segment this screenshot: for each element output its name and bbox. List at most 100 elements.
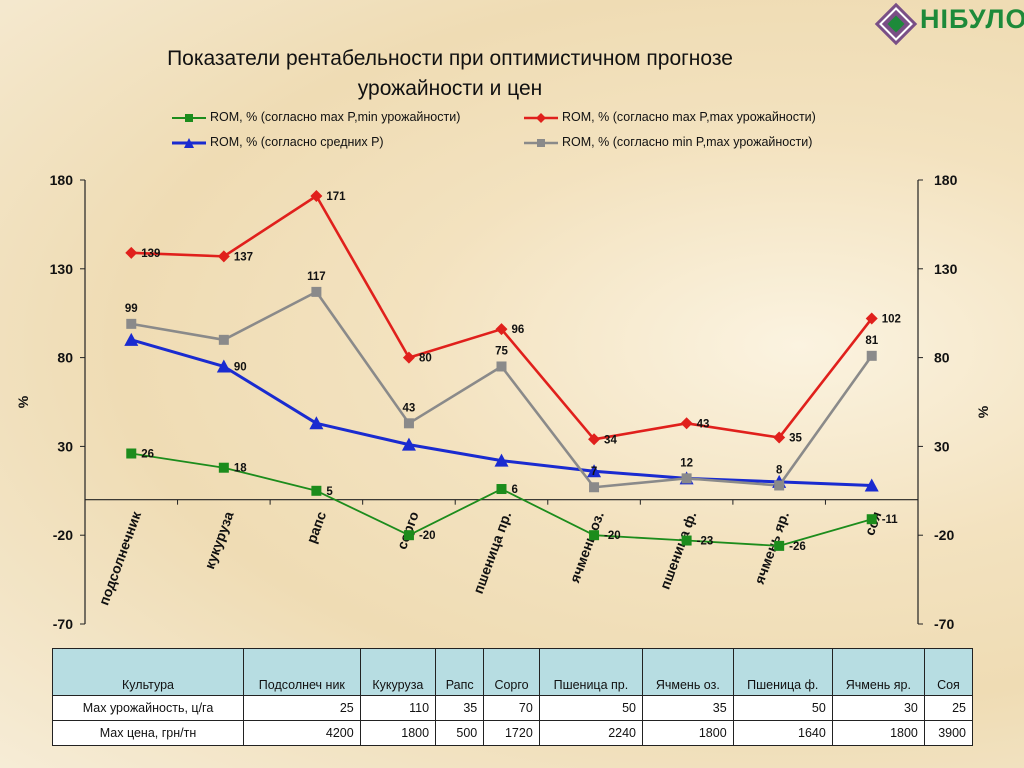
series-4-point: [126, 318, 137, 329]
series-1-data-label: -23: [697, 536, 714, 548]
series-2-data-label: 96: [512, 324, 525, 336]
x-category-label: ячмень яр.: [751, 509, 792, 586]
table-cell: 35: [435, 695, 485, 721]
series-4-point: [681, 473, 692, 484]
series-4-point: [218, 334, 229, 345]
y-axis-label-right: %: [975, 405, 991, 418]
table-cell: 50: [732, 695, 833, 721]
table-header-cell: Сорго: [483, 648, 540, 696]
table-header-cell: Ячмень яр.: [831, 648, 925, 696]
x-category-label: пшеница пр.: [470, 509, 515, 596]
table-cell: 1640: [732, 720, 833, 746]
series-line-2: [131, 194, 873, 441]
series-1-data-label: -20: [419, 530, 436, 542]
chart-title: Показатели рентабельности при оптимистич…: [130, 44, 770, 104]
series-2-point: [865, 312, 878, 325]
series-1-data-label: 26: [141, 449, 154, 461]
legend-item-series-3: ROM, % (согласно средних P): [172, 135, 384, 149]
table-cell: 50: [538, 695, 644, 721]
legend-item-series-2: ROM, % (согласно max P,max урожайности): [524, 110, 816, 124]
y-tick-label-right: 180: [934, 172, 958, 188]
chart-title-line2: урожайности и цен: [357, 77, 543, 100]
nibulon-logo-icon: [874, 2, 918, 46]
series-2-point: [402, 351, 415, 364]
series-4-point: [589, 482, 600, 493]
series-2-data-label: 35: [789, 433, 802, 445]
legend-item-series-4: ROM, % (согласно min P,max урожайности): [524, 135, 812, 149]
series-3-point: [401, 437, 416, 451]
series-3-point: [494, 453, 509, 467]
series-3-point: [124, 332, 139, 346]
series-1-point: [774, 540, 785, 551]
series-4-data-label: 75: [495, 345, 508, 357]
table-cell: 4200: [243, 720, 361, 746]
series-2-point: [217, 250, 230, 263]
series-1-point: [311, 485, 322, 496]
x-category-label: рапс: [303, 509, 329, 545]
table-header-crop: Культура: [52, 648, 244, 696]
series-1-point: [589, 530, 600, 541]
series-2-point: [310, 189, 323, 202]
series-2-data-label: 43: [697, 418, 710, 430]
chart-title-line1: Показатели рентабельности при оптимистич…: [167, 47, 733, 70]
series-1-point: [681, 535, 692, 546]
series-4-data-label: 117: [307, 271, 326, 283]
series-2-point: [680, 417, 693, 430]
series-3-point: [864, 478, 879, 492]
table-header-cell: Рапс: [435, 648, 485, 696]
table-cell: 1800: [831, 720, 925, 746]
series-1-data-label: 18: [234, 463, 247, 475]
series-2-data-label: 102: [882, 314, 901, 326]
series-4-data-label: 12: [680, 457, 693, 469]
y-tick-label-right: 80: [934, 350, 950, 366]
x-category-label: пшеница ф.: [656, 509, 699, 591]
table-row-label: Мах урожайность, ц/га: [52, 695, 244, 721]
series-1-point: [496, 484, 507, 495]
series-1-data-label: 6: [512, 484, 518, 496]
series-2-point: [588, 433, 601, 446]
series-4-data-label: 8: [776, 464, 783, 476]
legend-label-series-2: ROM, % (согласно max P,max урожайности): [562, 110, 816, 124]
table-cell: 25: [923, 695, 974, 721]
series-2-data-label: 137: [234, 251, 253, 263]
series-2-data-label: 139: [141, 248, 160, 260]
table-cell: 110: [359, 695, 437, 721]
series-3-point: [587, 464, 602, 478]
legend-label-series-4: ROM, % (согласно min P,max урожайности): [562, 135, 813, 149]
series-1-point: [403, 530, 414, 541]
table-header-cell: Соя: [923, 648, 974, 696]
table-header-cell: Пшеница пр.: [538, 648, 644, 696]
data-table: Культура Подсолнеч ник Кукуруза Рапс Сорго Пш…: [52, 648, 974, 746]
series-4-point: [774, 480, 785, 491]
series-3-point: [216, 359, 231, 373]
series-2-point: [125, 246, 138, 259]
series-2-data-label: 34: [604, 434, 617, 446]
series-4-data-label: 7: [591, 466, 597, 478]
series-2-point: [773, 431, 786, 444]
y-tick-label-left: -20: [53, 527, 73, 543]
series-1-point: [866, 514, 877, 525]
table-header-cell: Пшеница ф.: [732, 648, 833, 696]
series-1-point: [218, 462, 229, 473]
series-4-data-label: 81: [865, 335, 878, 347]
table-header-cell: Кукуруза: [359, 648, 437, 696]
table-cell: 2240: [538, 720, 644, 746]
series-1-data-label: -11: [882, 514, 899, 526]
line-chart: -70 -70 -20 -20 30 30 80 80 130 130 180 180%% подсол…: [15, 172, 991, 632]
y-tick-label-left: 80: [57, 350, 73, 366]
y-tick-label-right: -70: [934, 616, 954, 632]
table-cell: 1800: [359, 720, 437, 746]
series-4-point: [866, 350, 877, 361]
y-tick-label-left: 130: [50, 261, 74, 277]
table-row: Мах урожайность, ц/га 25 110 35 70 50 35 50 30 25: [52, 695, 974, 721]
series-4-point: [311, 286, 322, 297]
table-row: Мах цена, грн/тн 4200 1800 500 1720 2240 1800 1…: [52, 720, 974, 746]
series-1-data-label: 5: [326, 486, 333, 498]
table-cell: 30: [831, 695, 925, 721]
table-header-cell: Ячмень оз.: [642, 648, 734, 696]
series-4-point: [496, 361, 507, 372]
x-category-label: кукуруза: [201, 509, 237, 571]
chart-series: 26 18 5 -20 6 -20 -23 -26 -11 139 137 171 80 96 34 43 35…: [124, 189, 901, 553]
table-header-cell: Подсолнеч ник: [243, 648, 361, 696]
y-tick-label-right: 130: [934, 261, 958, 277]
